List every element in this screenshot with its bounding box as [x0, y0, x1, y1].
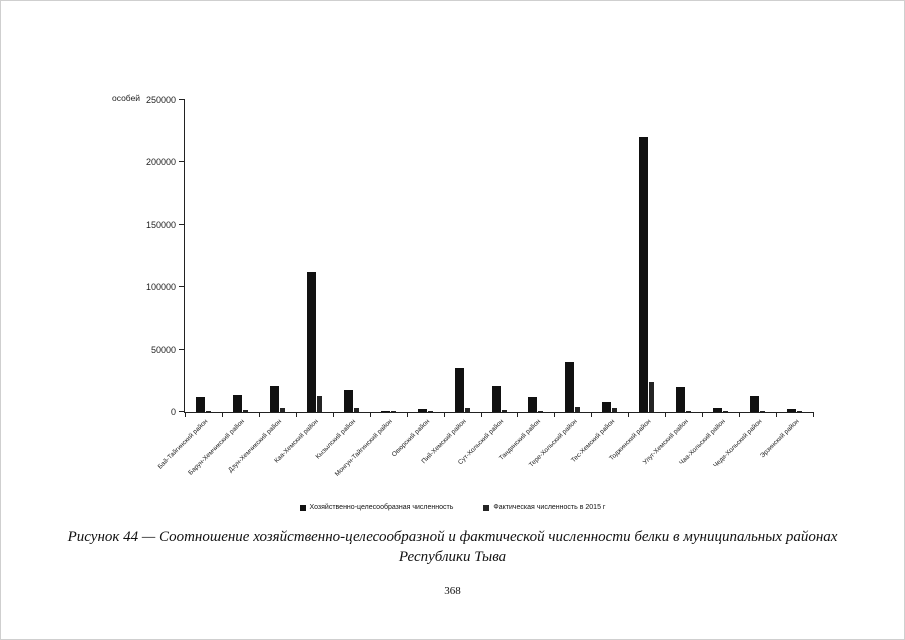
bar-actual: [797, 410, 803, 412]
x-tick: [480, 412, 482, 417]
bar-planned: [787, 408, 797, 412]
x-axis-category-labels: Бай-Тайгинский район Барун-Хемчикский рай…: [157, 413, 812, 493]
y-tick-label: 200000: [145, 157, 176, 168]
category-label: Эрзинский район: [759, 418, 801, 460]
x-tick: [665, 412, 667, 417]
x-tick: [221, 412, 223, 417]
y-axis-unit-label: особей: [112, 93, 141, 103]
y-tick: [179, 348, 185, 350]
bar-actual: [279, 408, 285, 412]
bar-planned: [269, 385, 279, 412]
bar-planned: [380, 410, 390, 412]
legend-swatch-planned-icon: [299, 504, 306, 511]
bar-actual: [242, 410, 248, 412]
legend-label-actual: Фактическая численность в 2015 г: [493, 504, 606, 511]
bar-actual: [686, 410, 692, 412]
bar-actual: [390, 411, 396, 412]
bar-planned: [676, 387, 686, 412]
bar-planned: [306, 272, 316, 412]
x-tick: [295, 412, 297, 417]
y-tick-label: 100000: [145, 282, 176, 293]
bar-actual: [612, 408, 618, 412]
x-tick: [813, 412, 814, 417]
x-tick: [332, 412, 334, 417]
bar-planned: [528, 397, 538, 412]
bar-planned: [232, 394, 242, 412]
page-number: 368: [444, 585, 461, 597]
bar-planned: [491, 385, 501, 412]
bar-planned: [195, 397, 205, 412]
category-label: Овюрский район: [390, 418, 432, 459]
bar-planned: [602, 402, 612, 412]
y-axis-labels: 0 50000 100000 150000 200000 250000: [104, 95, 176, 417]
legend-item-actual: Фактическая численность в 2015 г: [483, 504, 605, 511]
bar-planned: [565, 362, 575, 412]
bar-actual: [575, 407, 581, 412]
x-tick: [369, 412, 371, 417]
y-tick-label: 250000: [145, 95, 176, 105]
x-tick: [628, 412, 630, 417]
x-tick: [185, 412, 186, 417]
bar-actual: [760, 410, 766, 412]
bar-planned: [750, 395, 760, 412]
legend-item-planned: Хозяйственно-целесообразная численность: [299, 504, 454, 511]
x-tick: [591, 412, 593, 417]
bar-actual: [205, 410, 211, 412]
bar-planned: [417, 408, 427, 412]
bar-planned: [343, 389, 353, 412]
y-tick: [179, 161, 185, 163]
figure-caption-line1: Рисунок 44 — Соотношение хозяйственно-це…: [67, 529, 838, 545]
bar-actual: [538, 410, 544, 412]
x-tick: [702, 412, 704, 417]
bar-actual: [723, 411, 729, 412]
chart-legend: Хозяйственно-целесообразная численность …: [1, 504, 904, 511]
y-tick: [179, 411, 185, 412]
legend-swatch-actual-icon: [483, 504, 490, 511]
x-tick: [406, 412, 408, 417]
bar-actual: [353, 408, 359, 412]
x-tick: [443, 412, 445, 417]
bar-actual: [427, 411, 433, 412]
x-tick: [517, 412, 519, 417]
y-tick: [179, 223, 185, 225]
bar-chart-plot-area: [179, 99, 814, 417]
bar-actual: [464, 407, 470, 412]
x-tick: [776, 412, 778, 417]
y-tick-label: 0: [170, 407, 176, 417]
x-tick: [258, 412, 260, 417]
figure-caption: Рисунок 44 — Соотношение хозяйственно-це…: [1, 527, 904, 567]
x-tick: [739, 412, 741, 417]
y-tick: [179, 286, 185, 288]
figure-caption-line2: Республики Тыва: [398, 549, 507, 565]
y-tick: [179, 99, 185, 100]
y-tick-label: 50000: [150, 344, 176, 355]
legend-label-planned: Хозяйственно-целесообразная численность: [309, 504, 454, 511]
bar-actual: [501, 410, 507, 412]
bar-planned: [454, 368, 464, 412]
x-tick: [554, 412, 556, 417]
bar-actual: [649, 382, 655, 412]
bar-actual: [316, 395, 322, 412]
y-tick-label: 150000: [145, 219, 176, 230]
bar-planned: [639, 137, 649, 412]
bar-planned: [713, 408, 723, 412]
